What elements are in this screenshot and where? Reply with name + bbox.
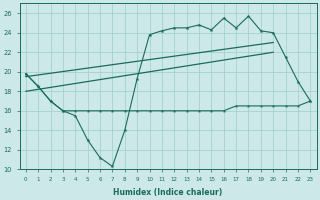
X-axis label: Humidex (Indice chaleur): Humidex (Indice chaleur): [114, 188, 223, 197]
